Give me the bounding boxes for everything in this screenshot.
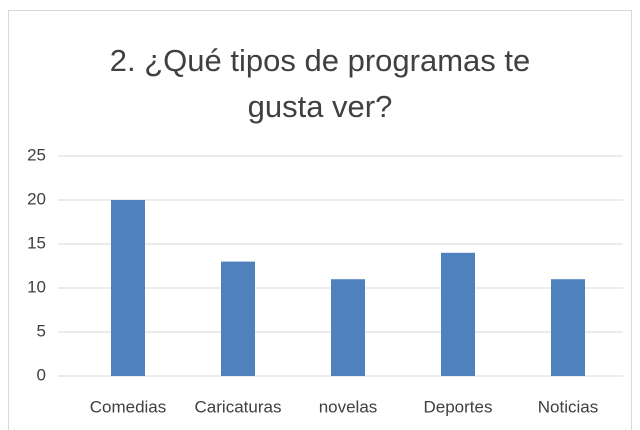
bar <box>111 200 145 376</box>
y-tick-label: 0 <box>37 365 46 384</box>
x-tick-label: Comedias <box>90 397 167 416</box>
y-tick-label: 10 <box>27 277 46 296</box>
bar <box>441 252 475 376</box>
chart-border <box>8 10 632 430</box>
x-tick-label: novelas <box>319 397 378 416</box>
bar <box>221 261 255 376</box>
x-tick-label: Deportes <box>424 397 493 416</box>
x-tick-label: Noticias <box>538 397 598 416</box>
y-tick-label: 15 <box>27 233 46 252</box>
y-tick-label: 5 <box>37 321 46 340</box>
y-tick-label: 25 <box>27 145 46 164</box>
x-tick-label: Caricaturas <box>195 397 282 416</box>
bar <box>331 279 365 376</box>
bar <box>551 279 585 376</box>
chart-title: 2. ¿Qué tipos de programas te gusta ver? <box>109 43 531 124</box>
y-tick-label: 20 <box>27 189 46 208</box>
